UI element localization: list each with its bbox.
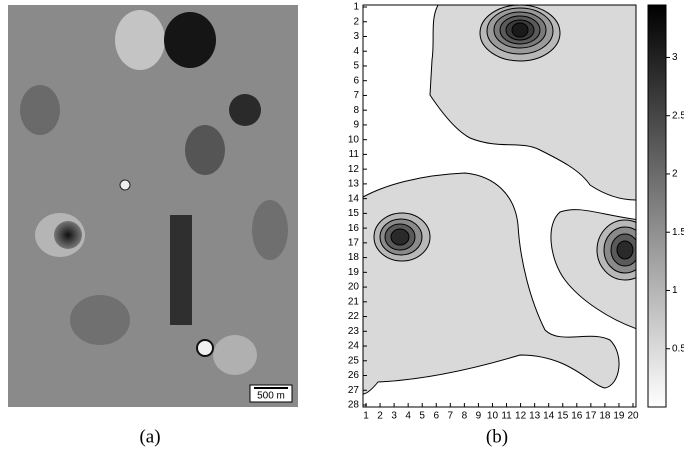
y-tick-label: 24: [348, 341, 360, 352]
x-tick-label: 5: [419, 411, 425, 422]
y-tick-label: 9: [353, 120, 359, 131]
y-tick-label: 18: [348, 252, 360, 263]
x-tick-label: 15: [557, 411, 569, 422]
y-tick-label: 1: [353, 2, 359, 13]
y-tick-label: 16: [348, 223, 360, 234]
y-tick-label: 27: [348, 385, 360, 396]
surface-image: [8, 5, 298, 407]
x-tick-label: 20: [627, 411, 639, 422]
x-tick-label: 18: [599, 411, 611, 422]
y-tick-label: 4: [353, 46, 359, 57]
y-tick-label: 19: [348, 267, 360, 278]
contour-regions: [363, 5, 636, 395]
scale-bar-label: 500 m: [257, 391, 285, 402]
x-tick-label: 8: [462, 411, 468, 422]
colorbar-tick-label: 0.5: [672, 343, 684, 354]
x-tick-label: 2: [377, 411, 383, 422]
colorbar-tick-label: 1.5: [672, 227, 684, 238]
colorbar-tick-label: 2: [672, 169, 678, 180]
x-tick-label: 4: [405, 411, 411, 422]
y-tick-label: 17: [348, 237, 360, 248]
colorbar-tick-label: 2.5: [672, 110, 684, 121]
y-tick-label: 26: [348, 370, 360, 381]
y-tick-label: 8: [353, 105, 359, 116]
y-tick-label: 28: [348, 400, 360, 411]
y-tick-label: 14: [348, 193, 360, 204]
y-tick-label: 6: [353, 75, 359, 86]
x-tick-label: 10: [487, 411, 499, 422]
x-tick-label: 16: [571, 411, 583, 422]
x-tick-label: 17: [585, 411, 597, 422]
y-tick-label: 23: [348, 326, 360, 337]
x-tick-label: 19: [613, 411, 625, 422]
x-tick-label: 1: [363, 411, 369, 422]
y-tick-label: 12: [348, 164, 360, 175]
y-tick-label: 3: [353, 31, 359, 42]
colorbar-tick-label: 1: [672, 285, 678, 296]
y-tick-label: 20: [348, 282, 360, 293]
x-tick-label: 9: [476, 411, 482, 422]
panel-label: (b): [486, 426, 508, 447]
y-tick-label: 5: [353, 61, 359, 72]
y-tick-label: 2: [353, 16, 359, 27]
y-tick-label: 11: [349, 149, 360, 160]
colorbar-tick-label: 3: [672, 52, 678, 63]
y-tick-label: 22: [348, 311, 360, 322]
y-tick-label: 7: [353, 90, 359, 101]
x-tick-label: 14: [543, 411, 555, 422]
plot-frame: [362, 4, 637, 408]
colorbar: [647, 4, 667, 408]
x-tick-label: 7: [448, 411, 454, 422]
x-tick-label: 3: [391, 411, 397, 422]
y-tick-label: 15: [348, 208, 360, 219]
x-tick-label: 11: [501, 411, 512, 422]
x-tick-label: 6: [433, 411, 439, 422]
y-tick-label: 13: [348, 179, 360, 190]
y-tick-label: 25: [348, 355, 360, 366]
x-tick-label: 12: [515, 411, 527, 422]
y-tick-label: 10: [348, 134, 360, 145]
x-tick-label: 13: [529, 411, 541, 422]
y-tick-label: 21: [348, 296, 360, 307]
panel-label: (a): [139, 426, 160, 447]
